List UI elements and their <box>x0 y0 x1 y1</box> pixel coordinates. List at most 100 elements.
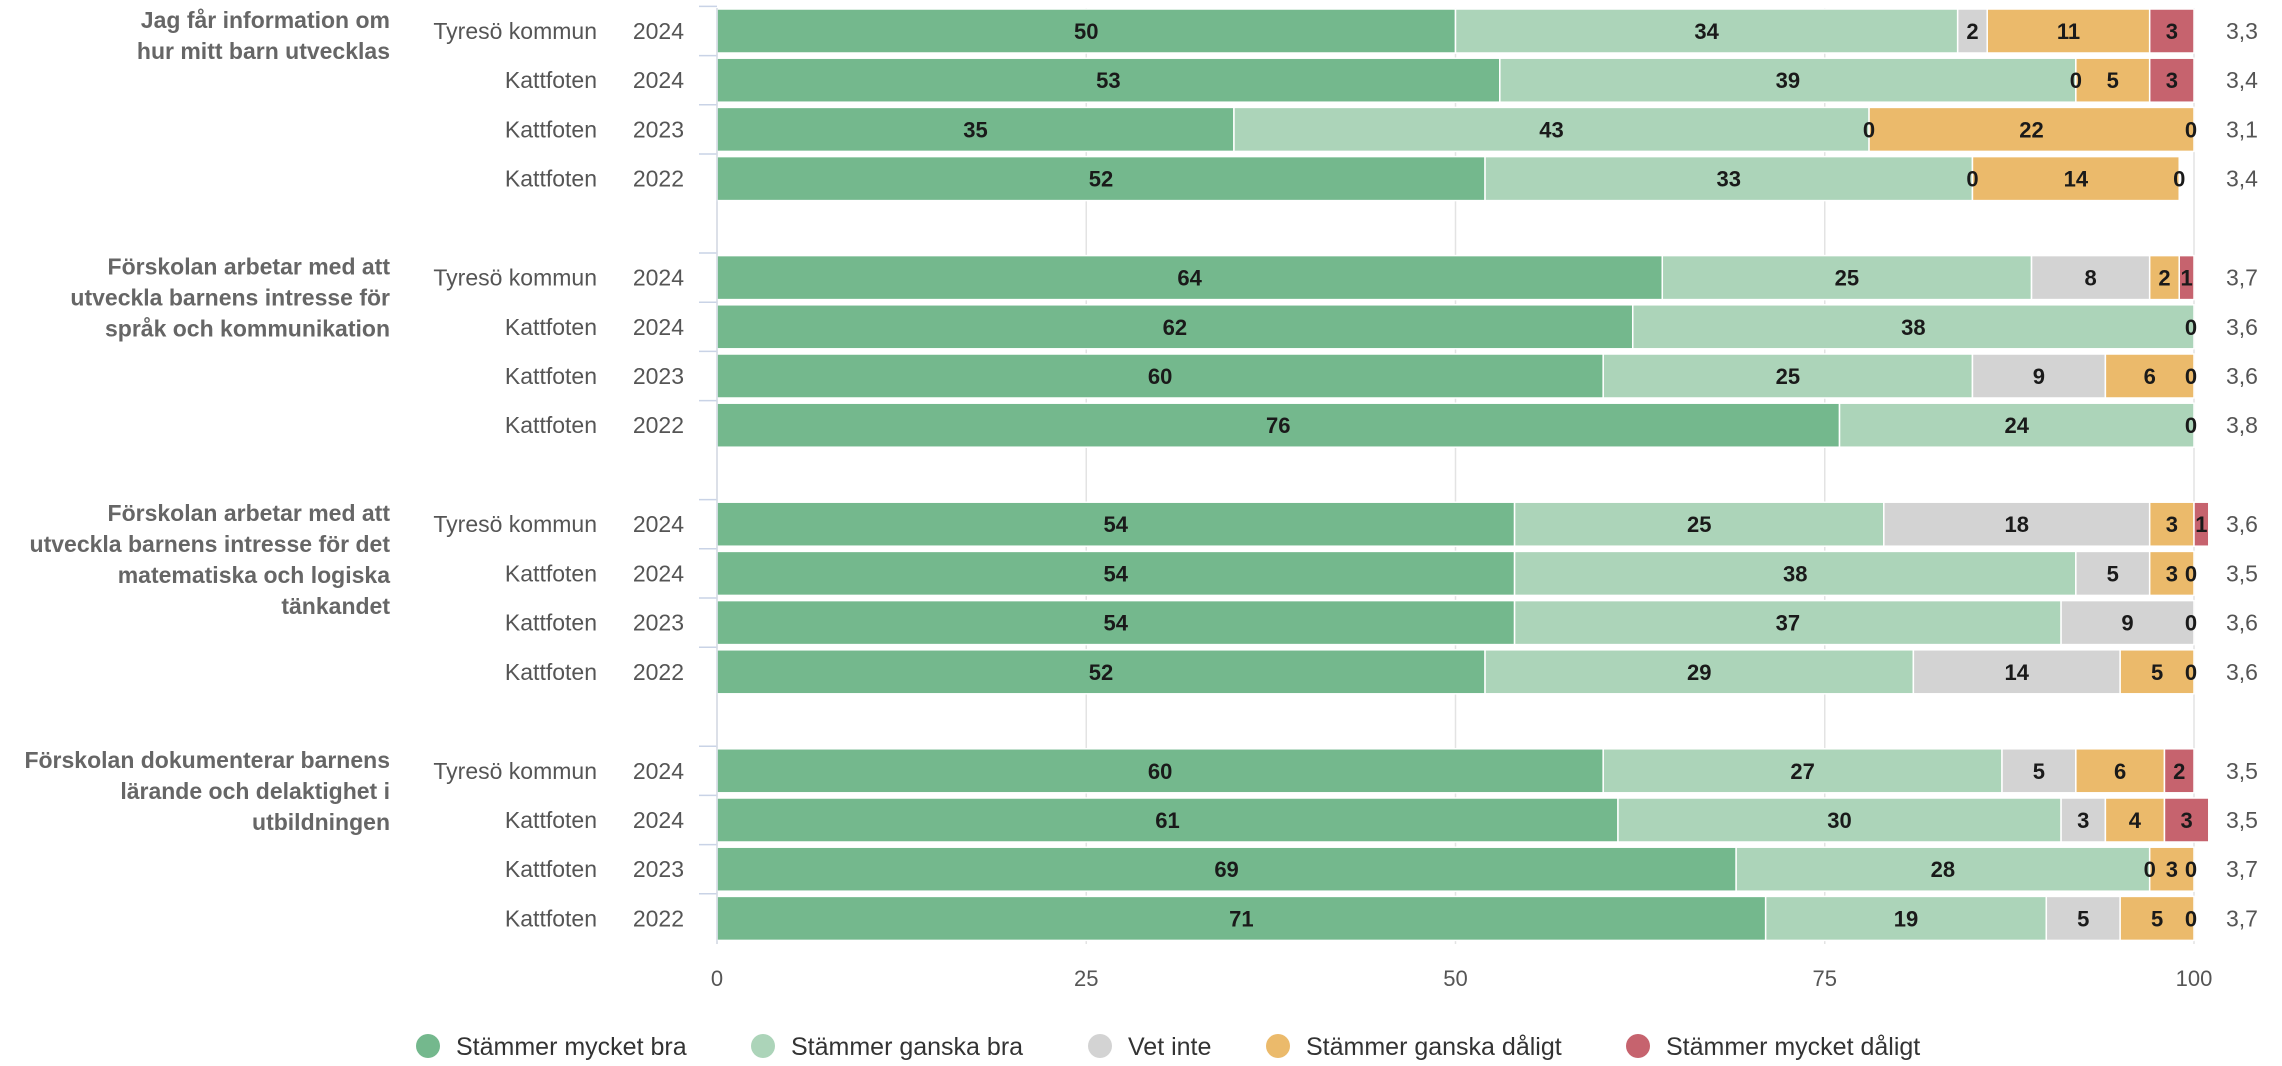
legend[interactable]: Stämmer mycket bra Stämmer ganska bra Vet … <box>416 1033 1920 1061</box>
bar-segment-1[interactable] <box>1631 304 2195 350</box>
row-org-label: Tyresö kommun <box>433 511 597 537</box>
bar-segment-1[interactable] <box>1602 748 2003 794</box>
bar-value-label: 11 <box>2057 19 2080 44</box>
bar-value-label: 0 <box>2185 561 2197 586</box>
bar-segment-0[interactable] <box>716 254 1664 301</box>
bar-segment-2[interactable] <box>1971 353 2107 399</box>
bar-segment-1[interactable] <box>1454 8 1959 54</box>
legend-marker <box>416 1034 440 1058</box>
bar-segment-3[interactable] <box>2104 353 2195 399</box>
row-org-label: Kattfoten <box>505 116 597 142</box>
bar-value-label: 0 <box>2185 857 2197 882</box>
bar-segment-0[interactable] <box>716 8 1457 54</box>
legend-item-3[interactable]: Stämmer ganska dåligt <box>1266 1033 1562 1061</box>
bars: 50 34 2 11 353 39 0 5 335 43 0 22 052 33 0 14 064 25 8 2 162… <box>716 8 2210 942</box>
bar-segment-1[interactable] <box>1661 254 2033 301</box>
bar-segment-1[interactable] <box>1838 402 2195 448</box>
bar-segment-0[interactable] <box>716 895 1767 942</box>
legend-item-0[interactable]: Stämmer mycket bra <box>416 1033 687 1061</box>
bar-segment-3[interactable] <box>2148 550 2195 597</box>
row-org-label: Tyresö kommun <box>433 265 597 291</box>
row-org-label: Kattfoten <box>505 560 597 586</box>
bar-segment-1[interactable] <box>1617 797 2062 843</box>
bar-segment-1[interactable] <box>1602 353 1974 399</box>
bar-segment-0[interactable] <box>716 846 1737 892</box>
bar-segment-3[interactable] <box>2148 501 2195 547</box>
row-average-value: 3,6 <box>2226 659 2258 685</box>
legend-marker <box>751 1034 775 1058</box>
question-label-2-0: Förskolan arbetar med att <box>108 500 391 526</box>
bar-segment-2[interactable] <box>2045 895 2121 942</box>
bar-segment-1[interactable] <box>1513 550 2077 597</box>
bar-segment-0[interactable] <box>716 501 1516 547</box>
bar-segment-0[interactable] <box>716 599 1516 646</box>
row-org-label: Kattfoten <box>505 856 597 882</box>
bar-segment-1[interactable] <box>1499 57 2077 103</box>
bar-value-label: 2 <box>1966 19 1978 44</box>
bar-segment-2[interactable] <box>1883 501 2151 547</box>
legend-item-2[interactable]: Vet inte <box>1088 1033 1211 1061</box>
bar-segment-4[interactable] <box>2178 254 2195 301</box>
bar-segment-0[interactable] <box>716 353 1604 399</box>
row-year-label: 2024 <box>633 314 684 340</box>
legend-item-1[interactable]: Stämmer ganska bra <box>751 1033 1023 1061</box>
bar-value-label: 5 <box>2107 561 2119 586</box>
bar-segment-3[interactable] <box>2148 846 2195 892</box>
bar-segment-2[interactable] <box>2075 550 2151 597</box>
bar-segment-0[interactable] <box>716 57 1501 103</box>
bar-value-label: 1 <box>2195 512 2207 537</box>
bar-value-label: 8 <box>2084 266 2096 291</box>
bar-value-label: 1 <box>2180 266 2192 291</box>
row-year-label: 2024 <box>633 511 684 537</box>
bar-segment-3[interactable] <box>2119 649 2195 695</box>
bar-value-label: 43 <box>1539 117 1563 142</box>
row-org-label: Kattfoten <box>505 166 597 192</box>
bar-value-label: 64 <box>1177 266 1202 291</box>
bar-segment-4[interactable] <box>2163 797 2210 843</box>
bar-segment-4[interactable] <box>2148 8 2195 54</box>
bar-segment-2[interactable] <box>2060 797 2107 843</box>
bar-segment-3[interactable] <box>1868 106 2195 153</box>
legend-item-4[interactable]: Stämmer mycket dåligt <box>1626 1033 1920 1061</box>
question-label-0-1: hur mitt barn utvecklas <box>137 38 390 64</box>
bar-segment-3[interactable] <box>1971 155 2180 202</box>
x-tick-label-25: 25 <box>1074 966 1098 991</box>
row-average-value: 3,5 <box>2226 758 2258 784</box>
bar-segment-2[interactable] <box>1956 8 1988 54</box>
bar-segment-1[interactable] <box>1233 106 1870 153</box>
bar-segment-4[interactable] <box>2163 748 2195 794</box>
bar-value-label: 0 <box>2185 906 2197 931</box>
row-year-label: 2024 <box>633 758 684 784</box>
bar-segment-3[interactable] <box>2075 748 2166 794</box>
bar-value-label: 0 <box>2070 68 2082 93</box>
bar-value-label: 24 <box>2005 413 2030 438</box>
row-year-label: 2023 <box>633 610 684 636</box>
bar-segment-2[interactable] <box>2030 254 2151 301</box>
bar-value-label: 69 <box>1214 857 1238 882</box>
bar-value-label: 3 <box>2166 19 2178 44</box>
bar-segment-4[interactable] <box>2148 57 2195 103</box>
x-axis: 0 25 50 75 100 <box>699 5 2212 991</box>
bar-segment-2[interactable] <box>2060 599 2195 646</box>
bar-segment-1[interactable] <box>1513 501 1885 547</box>
bar-segment-3[interactable] <box>2148 254 2180 301</box>
bar-segment-1[interactable] <box>1513 599 2062 646</box>
bar-segment-3[interactable] <box>2119 895 2195 942</box>
bar-segment-0[interactable] <box>716 649 1486 695</box>
bar-segment-1[interactable] <box>1484 649 1915 695</box>
row-labels: Jag får information om hur mitt barn utve… <box>24 7 2258 931</box>
bar-segment-1[interactable] <box>1735 846 2151 892</box>
row-org-label: Kattfoten <box>505 412 597 438</box>
bar-value-label: 2 <box>2173 759 2185 784</box>
bar-segment-0[interactable] <box>716 797 1619 843</box>
bar-segment-3[interactable] <box>2104 797 2166 843</box>
bar-segment-1[interactable] <box>1764 895 2048 942</box>
bar-value-label: 5 <box>2107 68 2119 93</box>
legend-label: Vet inte <box>1128 1033 1211 1061</box>
bar-segment-2[interactable] <box>1912 649 2121 695</box>
bar-segment-4[interactable] <box>2193 501 2210 547</box>
row-org-label: Tyresö kommun <box>433 18 597 44</box>
row-year-label: 2024 <box>633 67 684 93</box>
bar-segment-0[interactable] <box>716 748 1604 794</box>
